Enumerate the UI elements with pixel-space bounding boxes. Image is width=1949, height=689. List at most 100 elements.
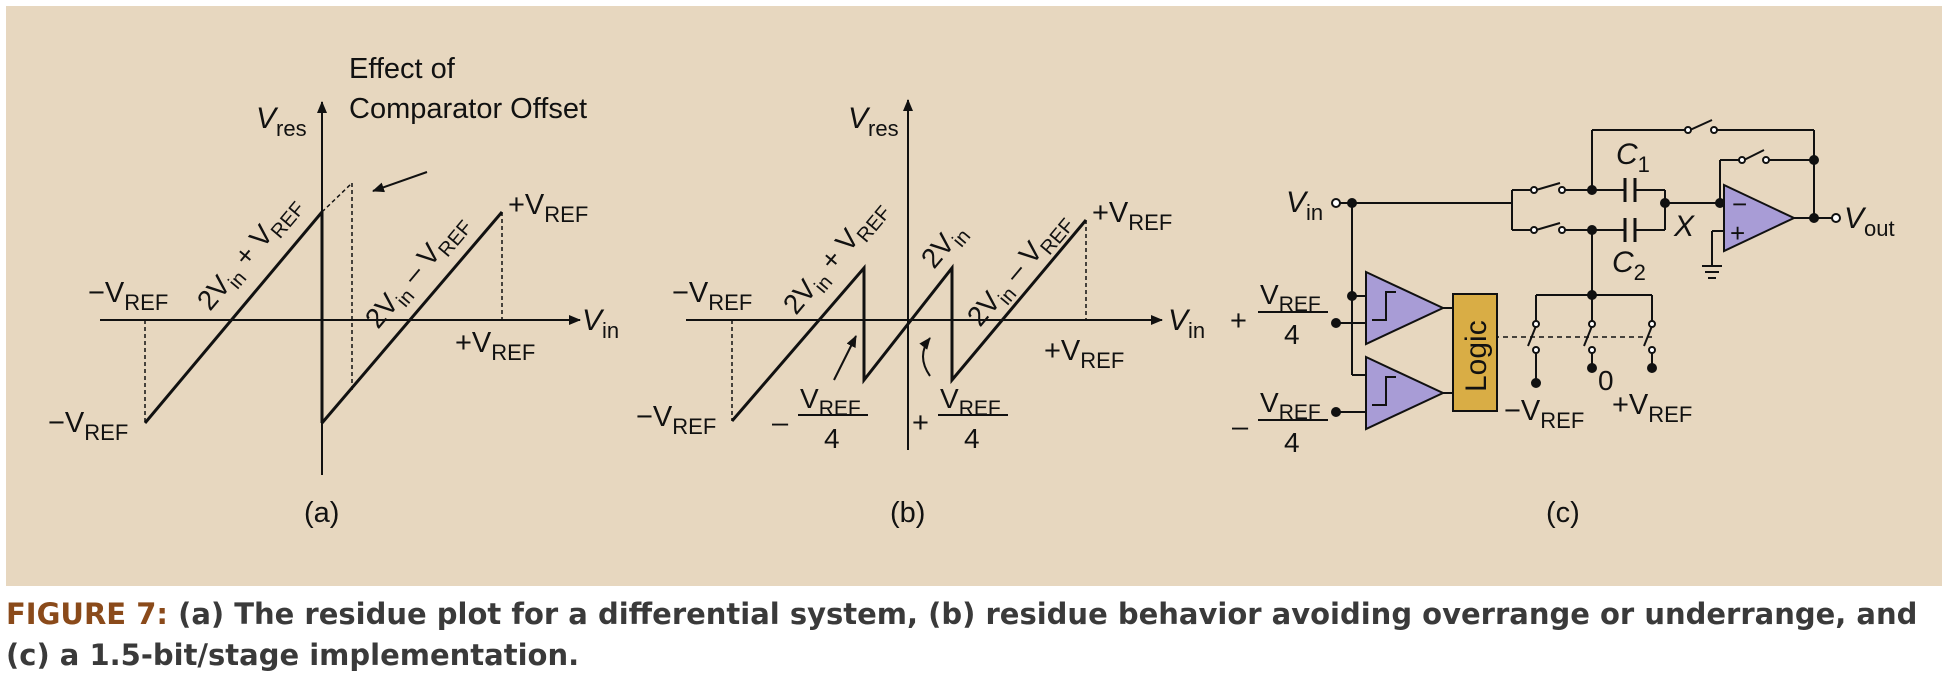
panel-a-pos-vref-top: +VREF (508, 189, 588, 227)
thresh-neg-num: VREF (1260, 387, 1321, 424)
node-feedback-top (1809, 155, 1819, 165)
panel-b-pos-frac-den: 4 (964, 423, 980, 454)
panel-a-seg2-label: 2Vin – VREF (359, 207, 477, 338)
panel-a-annotation-line1: Effect of (349, 53, 456, 85)
panel-b-neg-frac-den: 4 (824, 423, 840, 454)
c2-label: C2 (1612, 246, 1646, 285)
sw-right-terminal (1647, 363, 1657, 373)
sw-mid-terminal (1587, 363, 1597, 373)
panel-c-label: (c) (1546, 497, 1580, 529)
sw-mid-contact-a (1588, 320, 1596, 328)
panel-a (100, 101, 581, 475)
panel-a-neg-vref-bottom: −VREF (48, 407, 128, 445)
panel-a-offset-dash (321, 182, 353, 213)
node-x (1660, 198, 1670, 208)
panel-b-residue-curve (730, 219, 1088, 422)
thresh-pos-den: 4 (1284, 319, 1300, 350)
sw-left-blade (1527, 325, 1537, 347)
panel-b-x-axis-label: Vin (1168, 304, 1205, 343)
thresh-pos-sign: + (1230, 305, 1247, 337)
panel-a-residue-seg2 (320, 211, 504, 424)
opamp (1723, 183, 1797, 253)
panel-b-y-axis-label: Vres (848, 102, 899, 141)
panel-a-pos-vref-axis: +VREF (455, 327, 535, 365)
sw-right-blade (1643, 325, 1653, 347)
node-reset (1715, 198, 1725, 208)
panel-c-labels: Vin Vout C1 C2 X − + Logic + VREF 4 – VR… (1230, 138, 1895, 529)
panel-b (686, 99, 1163, 450)
node-x-label: X (1673, 210, 1695, 243)
panel-a-annotation-line2: Comparator Offset (349, 93, 587, 125)
pos-vref-switch-label: +VREF (1612, 389, 1692, 427)
sw-left-contact-b (1532, 346, 1540, 354)
panel-b-seg2-label: 2Vin (915, 216, 975, 278)
figure-diagram: Effect of Comparator Offset Vres Vin −VR… (48, 53, 1895, 529)
panel-a-offset-arrow (372, 171, 428, 193)
opamp-minus: − (1732, 189, 1747, 219)
opamp-plus: + (1730, 218, 1745, 248)
sw-mid-blade (1583, 325, 1593, 347)
panel-a-seg1-label: 2Vin + VREF (191, 188, 310, 319)
sw-top-contact-a (1530, 186, 1538, 194)
logic-block (1452, 293, 1498, 412)
zero-ref-label: 0 (1598, 365, 1614, 396)
panel-b-pos-vref-axis: +VREF (1044, 335, 1124, 373)
panel-b-pos-arrow (919, 337, 931, 377)
vin-label: Vin (1286, 186, 1323, 225)
feedback-switch-blade (1689, 119, 1713, 131)
panel-b-label: (b) (890, 497, 925, 529)
panel-b-pos-frac-num: VREF (940, 383, 1001, 420)
node-c2-left (1587, 225, 1597, 235)
sw-reset-contact-a (1738, 156, 1746, 164)
thresh-neg-den: 4 (1284, 427, 1300, 458)
panel-b-neg-vref-left: −VREF (672, 277, 752, 315)
bottom-switch-blade (1535, 222, 1561, 231)
c1-label: C1 (1616, 138, 1650, 177)
sw-right-contact-a (1648, 320, 1656, 328)
panel-b-neg-frac-num: VREF (800, 383, 861, 420)
top-switch-blade (1535, 182, 1561, 191)
node-c1-left (1587, 185, 1597, 195)
panel-c-blocks (1365, 183, 1797, 431)
thresh-neg-sign: – (1232, 411, 1249, 443)
panel-a-label: (a) (304, 497, 339, 529)
node-vin-comp1 (1347, 291, 1357, 301)
sw-fb-contact-b (1710, 126, 1718, 134)
comparator-lower (1365, 355, 1446, 431)
thresh-pos-num: VREF (1260, 279, 1321, 316)
node-bus-mid (1587, 290, 1597, 300)
panel-a-residue-seg1 (143, 211, 324, 424)
comparator-upper (1365, 270, 1446, 346)
panel-a-neg-vref-left: −VREF (88, 277, 168, 315)
panel-b-neg-vref-bottom: −VREF (636, 401, 716, 439)
panel-b-pos-vref-top: +VREF (1092, 197, 1172, 235)
comparator-lower-hysteresis-icon (1372, 376, 1396, 406)
vout-terminal (1831, 213, 1841, 223)
thresh-pos-terminal (1331, 318, 1341, 328)
node-vin (1347, 198, 1357, 208)
node-out (1809, 213, 1819, 223)
sw-right-contact-b (1648, 346, 1656, 354)
sw-bot-contact-a (1530, 226, 1538, 234)
logic-label: Logic (1460, 320, 1493, 392)
comparator-upper-hysteresis-icon (1372, 291, 1396, 321)
panel-b-seg3-label: 2Vin – VREF (961, 205, 1079, 336)
vin-terminal (1331, 198, 1341, 208)
reset-switch-blade (1743, 149, 1765, 161)
caption-label: FIGURE 7: (6, 597, 168, 631)
panel-c-wiring (1340, 119, 1832, 413)
panel-b-neg-frac-sign: – (772, 407, 789, 439)
panel-a-labels: Effect of Comparator Offset Vres Vin −VR… (48, 53, 619, 529)
sw-bot-contact-b (1558, 226, 1566, 234)
panel-c-nodes (1331, 126, 1841, 417)
panel-a-y-axis-label: Vres (256, 102, 307, 141)
panel-b-labels: Vres Vin −VREF −VREF +VREF +VREF 2Vin + … (636, 102, 1205, 529)
sw-left-terminal (1531, 378, 1541, 388)
sw-left-contact-a (1532, 320, 1540, 328)
sw-top-contact-b (1558, 186, 1566, 194)
panel-b-pos-frac-sign: + (912, 407, 929, 439)
thresh-neg-terminal (1331, 407, 1341, 417)
panel-b-neg-arrow (833, 335, 857, 381)
sw-mid-contact-b (1588, 346, 1596, 354)
panel-b-seg1-label: 2Vin + VREF (777, 192, 896, 323)
